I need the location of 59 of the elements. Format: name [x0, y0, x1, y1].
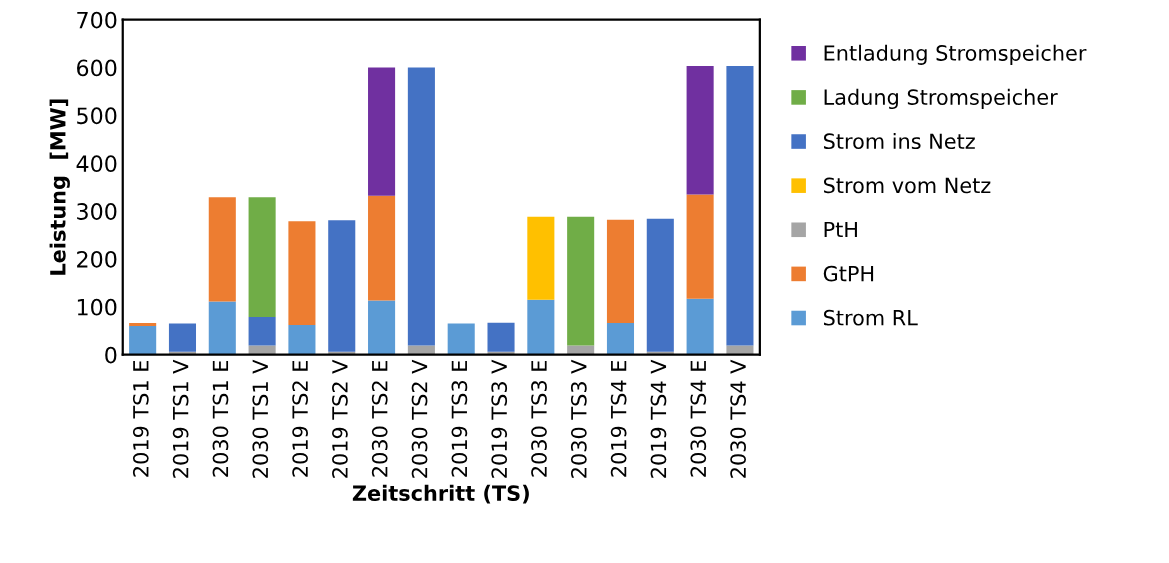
- bar: [407, 67, 435, 346]
- bar: [248, 197, 276, 317]
- bar: [606, 219, 635, 324]
- bar: [368, 67, 396, 196]
- x-tick-label: 2030 TS3 V: [570, 359, 587, 478]
- bar: [129, 325, 157, 355]
- y-tick-label: 600: [77, 59, 117, 77]
- bar: [288, 221, 316, 326]
- legend-label: Ladung Stromspeicher: [824, 88, 1058, 110]
- bar: [487, 322, 515, 352]
- bar: [288, 325, 316, 355]
- legend-label: Strom RL: [823, 309, 918, 326]
- x-tick-label: 2019 TS2 E: [292, 360, 308, 477]
- y-tick-label: 200: [77, 250, 117, 268]
- y-tick-label: 500: [77, 107, 117, 125]
- x-tick-label: 2030 TS2 V: [411, 359, 428, 478]
- bar: [368, 300, 396, 355]
- bar: [686, 66, 714, 195]
- x-tick-label: 2030 TS1 V: [252, 359, 269, 478]
- x-tick-label: 2019 TS1 V: [172, 359, 189, 478]
- x-tick-label: 2019 TS1 E: [132, 360, 149, 477]
- bar: [606, 323, 635, 355]
- bar: [248, 316, 276, 346]
- bar: [527, 299, 555, 355]
- x-tick-label: 2019 TS3 V: [491, 359, 508, 478]
- legend-label: Strom ins Netz: [823, 133, 975, 150]
- bar: [527, 216, 555, 300]
- y-tick-label: 0: [105, 346, 117, 364]
- y-tick-label: 300: [77, 203, 117, 220]
- y-tick-label: 100: [77, 298, 117, 316]
- x-tick-label: 2030 TS2 E: [371, 360, 388, 477]
- bar: [447, 323, 475, 355]
- y-tick-label: 400: [76, 155, 117, 173]
- bar: [686, 194, 714, 299]
- x-tick-label: 2019 TS3 E: [451, 360, 468, 477]
- x-tick-label: 2030 TS3 E: [531, 360, 547, 477]
- y-axis-title: Leistung [MW]: [49, 99, 70, 275]
- bar: [208, 301, 236, 355]
- bar: [686, 298, 714, 355]
- bar: [129, 323, 157, 326]
- bar: [328, 220, 356, 352]
- x-tick-label: 2019 TS4 E: [610, 360, 627, 477]
- x-tick-label: 2030 TS1 E: [212, 360, 229, 477]
- legend-label: PtH: [824, 221, 857, 238]
- x-tick-label: 2030 TS4 V: [730, 359, 746, 478]
- bar: [726, 66, 754, 346]
- legend-label: Entladung Stromspeicher: [824, 44, 1087, 65]
- x-tick-label: 2019 TS4 V: [650, 359, 667, 478]
- bar: [646, 218, 674, 352]
- x-tick-label: 2030 TS4 E: [690, 360, 707, 477]
- bar: [208, 197, 236, 302]
- bar: [168, 323, 197, 352]
- y-tick-label: 700: [77, 11, 117, 29]
- legend-label: GtPH: [823, 265, 874, 282]
- bar: [368, 195, 396, 301]
- x-axis-title: Zeitschritt (TS): [352, 484, 529, 504]
- x-tick-label: 2019 TS2 V: [332, 359, 348, 478]
- legend-label: Strom vom Netz: [823, 177, 991, 194]
- bar: [567, 216, 595, 346]
